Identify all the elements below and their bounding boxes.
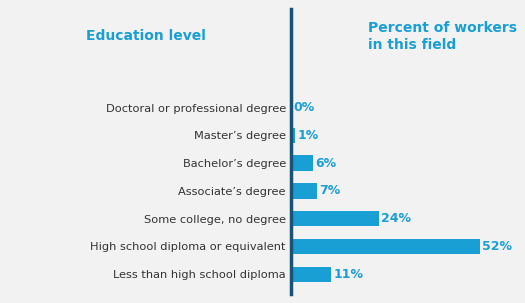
Text: 11%: 11% [333,268,363,281]
Bar [291,155,313,171]
Text: Percent of workers
in this field: Percent of workers in this field [368,21,517,52]
Text: 24%: 24% [381,212,411,225]
Bar [291,211,379,226]
Text: 1%: 1% [297,129,319,142]
Bar [291,239,480,254]
Text: 7%: 7% [319,185,340,197]
Text: 6%: 6% [316,157,337,170]
Text: Education level: Education level [86,29,206,43]
Text: 52%: 52% [482,240,512,253]
Bar [291,128,295,143]
Bar [291,183,317,198]
Bar [291,267,331,282]
Text: 0%: 0% [293,101,315,114]
